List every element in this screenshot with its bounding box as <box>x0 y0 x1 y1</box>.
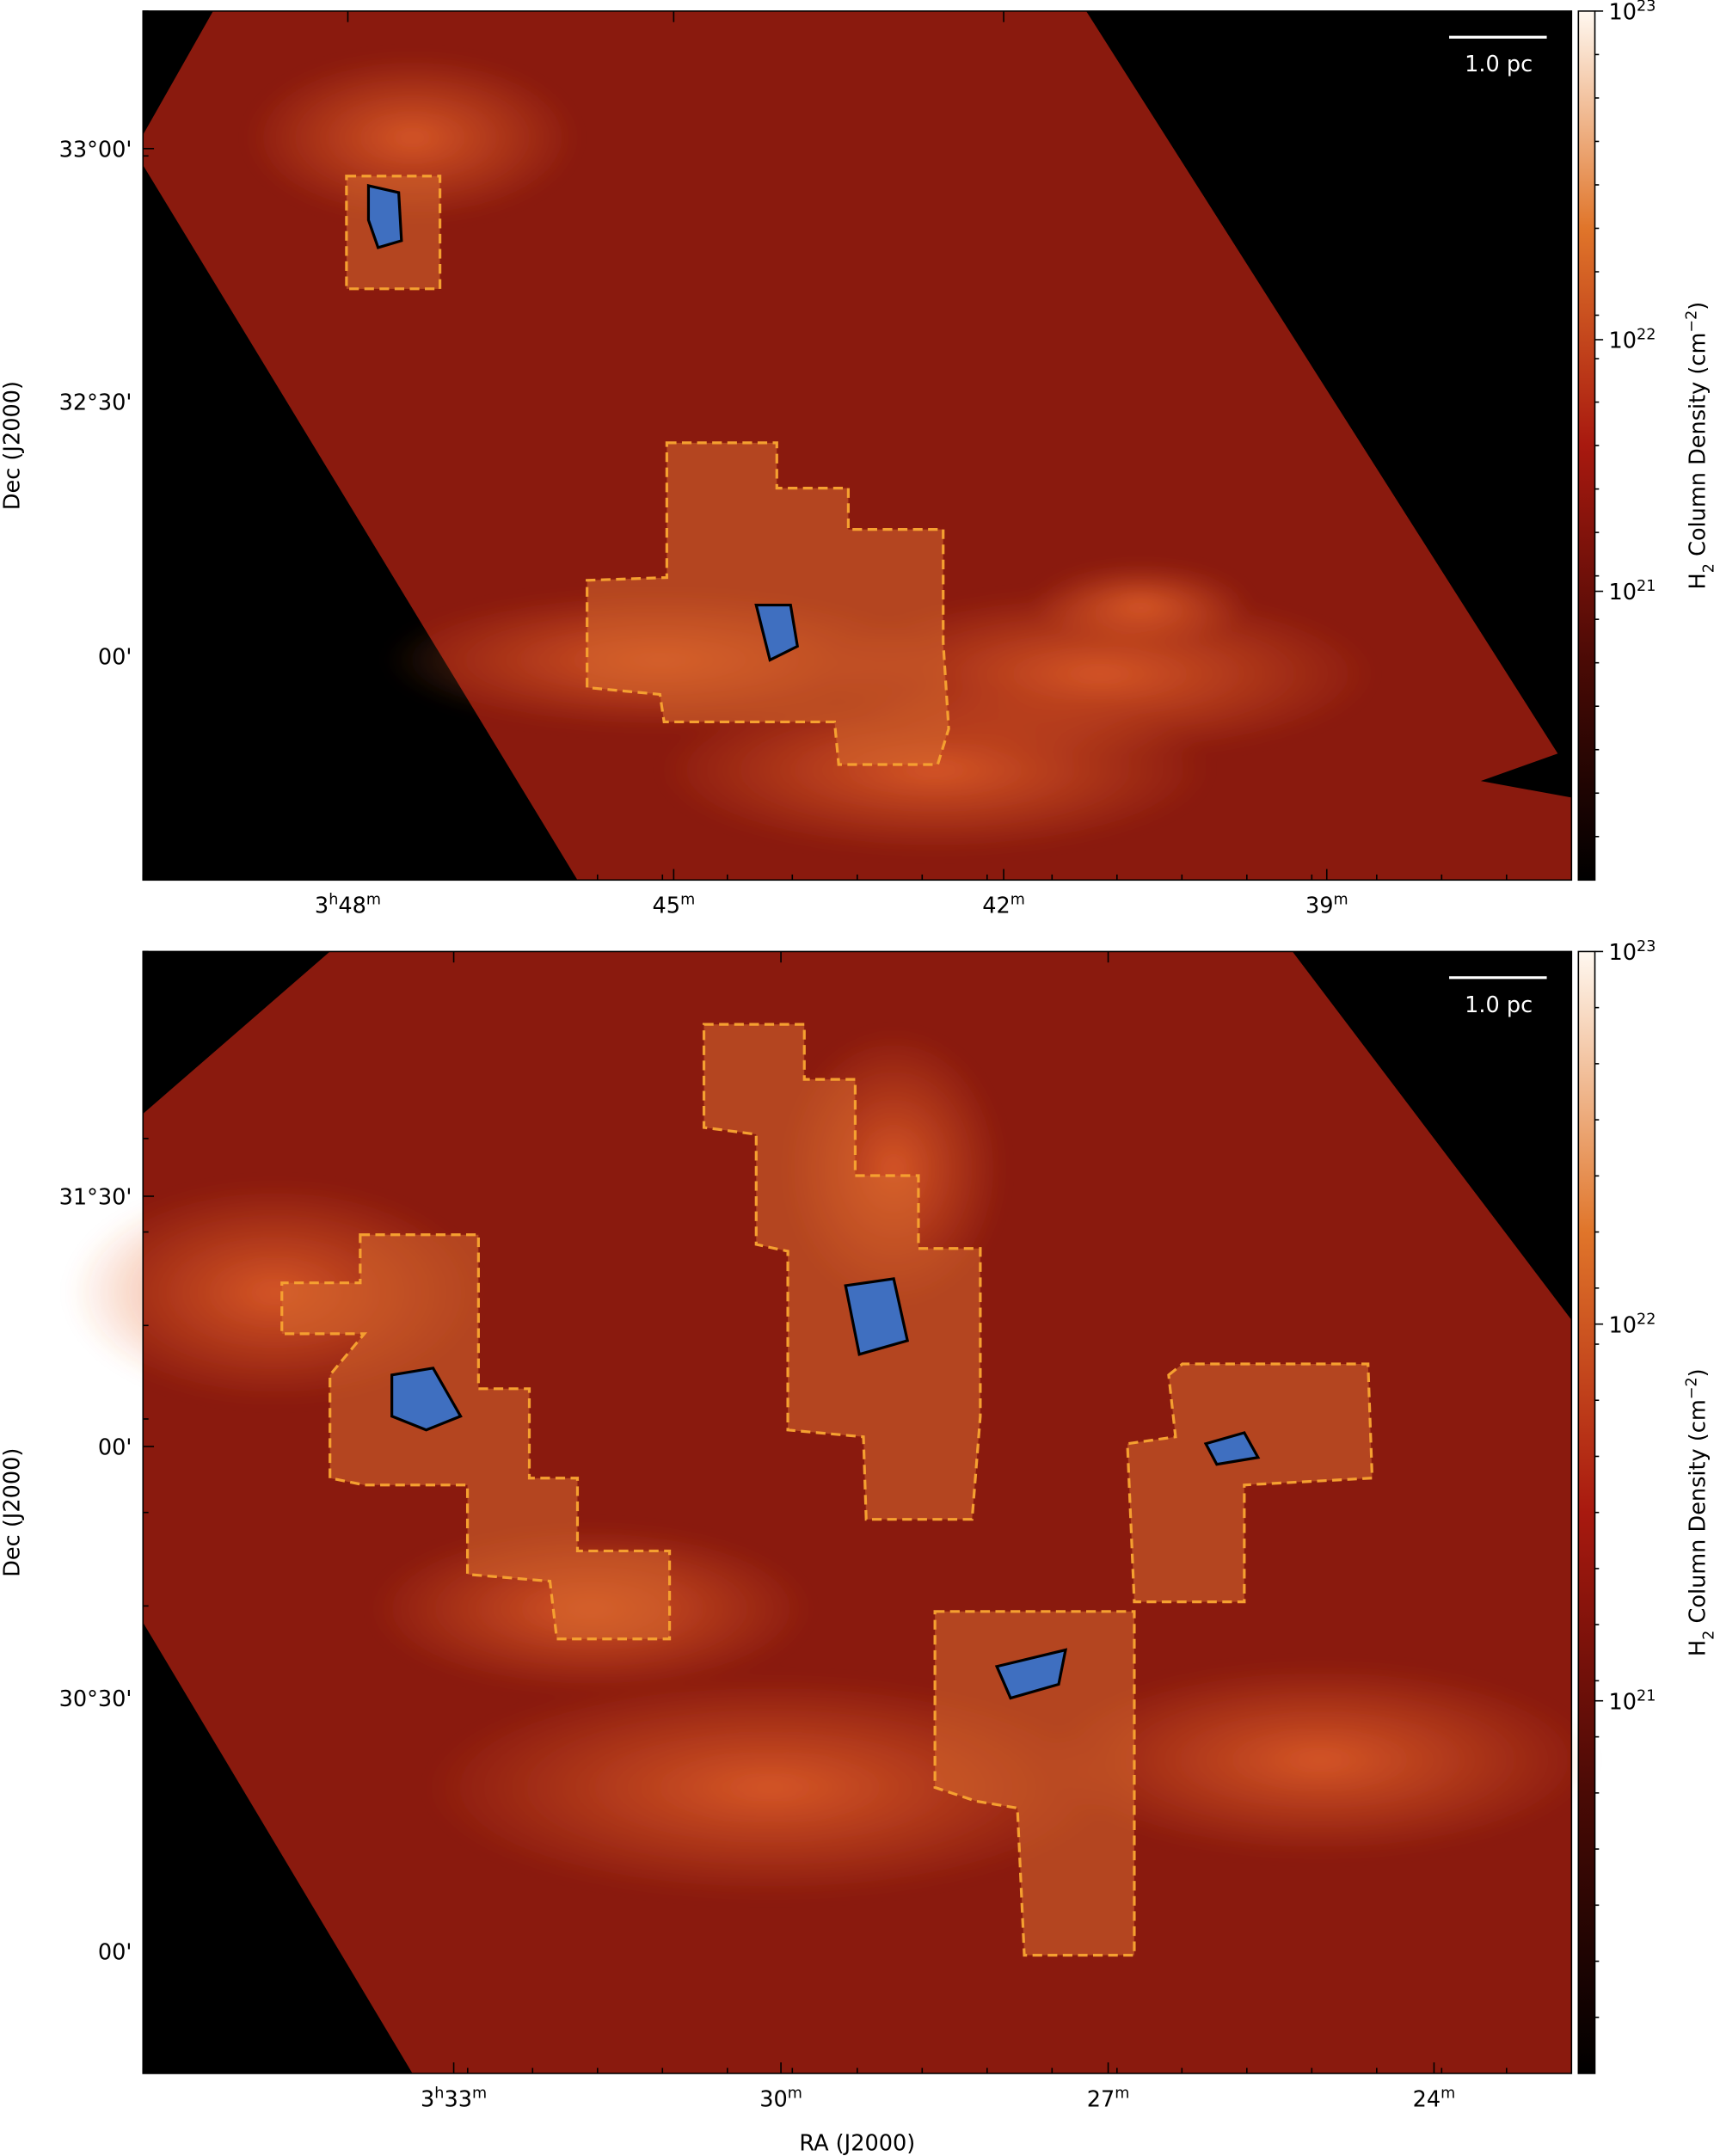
x-tick-label-part: m <box>1440 2085 1455 2102</box>
region-outline <box>280 1233 672 1641</box>
colorbar-label-part: 2 <box>1700 1631 1717 1640</box>
x-tick-label-part: m <box>1333 892 1348 909</box>
x-tick-label-part: 3 <box>315 894 329 919</box>
dense-core <box>366 183 403 249</box>
x-tick-label-part: 24 <box>1413 2086 1441 2112</box>
colorbar-tick-label-part: 10 <box>1609 1689 1637 1715</box>
dense-core <box>754 603 800 662</box>
x-tick-label-part: h <box>434 2085 444 2102</box>
colorbar-label-part: ) <box>1685 1368 1711 1377</box>
x-tick-label-part: 3 <box>421 2086 434 2112</box>
x-tick-label-part: 48 <box>338 894 366 919</box>
x-tick-label: 3h33m <box>421 2085 487 2112</box>
colorbar-tick-label-part: 10 <box>1609 940 1637 966</box>
y-tick-label: 00' <box>98 1435 132 1461</box>
y-tick-label: 30°30' <box>59 1686 132 1712</box>
dense-core <box>844 1277 910 1356</box>
colorbar-tick-label-part: 10 <box>1609 1312 1637 1338</box>
filament-glow <box>1045 1663 1595 1857</box>
x-tick-label: 3h48m <box>315 892 381 919</box>
x-tick-label-part: 33 <box>444 2086 472 2112</box>
colorbar-label-part: −2 <box>1683 1377 1700 1399</box>
colorbar <box>1577 10 1596 881</box>
scale-bar-label: 1.0 pc <box>1465 52 1533 77</box>
filament-glow <box>247 55 578 220</box>
x-tick-label-part: 30 <box>759 2086 788 2112</box>
region-outline <box>586 441 950 766</box>
x-tick-label-part: m <box>472 2085 487 2102</box>
dense-core <box>1203 1431 1261 1466</box>
y-tick-label: 33°00' <box>59 137 132 163</box>
y-tick-label: 31°30' <box>59 1185 132 1211</box>
colorbar-label-part: 2 <box>1700 563 1717 573</box>
colorbar-label: H2 Column Density (cm−2) <box>1683 302 1717 590</box>
scale-bar-label: 1.0 pc <box>1465 992 1533 1018</box>
colorbar-tick-label-part: 10 <box>1609 580 1637 605</box>
colorbar-tick-label: 1021 <box>1609 578 1656 605</box>
x-tick-label: 39m <box>1305 892 1348 919</box>
x-tick-label-part: 27 <box>1087 2086 1115 2112</box>
region-outline <box>702 1023 982 1521</box>
y-tick-label: 32°30' <box>59 390 132 416</box>
colorbar-label-part: H <box>1685 1640 1711 1656</box>
x-tick-label-part: m <box>366 892 381 909</box>
colorbar-label-part: Column Density (cm <box>1685 1399 1711 1630</box>
colorbar-tick-label: 1023 <box>1609 938 1656 966</box>
colorbar-tick-label-part: 21 <box>1637 578 1656 595</box>
x-tick-label: 30m <box>759 2085 802 2112</box>
colorbar-tick-label-part: 10 <box>1609 329 1637 354</box>
y-axis-label: Dec (J2000) <box>0 1448 25 1577</box>
x-tick-label: 24m <box>1413 2085 1456 2112</box>
dense-core <box>994 1648 1068 1700</box>
x-tick-label-part: 45 <box>653 894 681 919</box>
colorbar-label-part: ) <box>1685 302 1711 310</box>
region-outline <box>933 1610 1136 1957</box>
colorbar-label: H2 Column Density (cm−2) <box>1683 1368 1717 1656</box>
colorbar-tick-label-part: 23 <box>1637 0 1656 15</box>
x-tick-label-part: m <box>680 892 695 909</box>
colorbar-label-part: −2 <box>1683 310 1700 333</box>
filament-glow <box>660 687 1210 853</box>
clump-fill <box>703 1024 980 1520</box>
x-tick-label: 45m <box>653 892 696 919</box>
colorbar-label-part: H <box>1685 573 1711 589</box>
region-outline <box>1126 1362 1374 1604</box>
x-tick-label: 27m <box>1087 2085 1130 2112</box>
x-tick-label-part: m <box>788 2085 802 2102</box>
x-tick-label-part: m <box>1115 2085 1129 2102</box>
dense-core <box>390 1367 463 1432</box>
colorbar-tick-label-part: 22 <box>1637 327 1656 344</box>
x-tick-label-part: m <box>1010 892 1025 909</box>
colorbar-tick-label-part: 23 <box>1637 938 1656 955</box>
x-tick-label-part: h <box>329 892 338 909</box>
x-tick-label-part: 39 <box>1305 894 1334 919</box>
colorbar-tick-label: 1022 <box>1609 1311 1656 1338</box>
clump-fill <box>281 1234 670 1639</box>
clump-fill <box>935 1611 1134 1956</box>
y-tick-label: 00' <box>98 644 132 670</box>
colorbar <box>1577 950 1596 2074</box>
y-axis-label: Dec (J2000) <box>0 381 25 510</box>
colorbar-tick-label-part: 21 <box>1637 1687 1656 1705</box>
region-outline <box>345 175 442 291</box>
colorbar-tick-label: 1022 <box>1609 327 1656 354</box>
clump-fill <box>1127 1364 1373 1602</box>
map-features <box>247 55 1375 853</box>
y-tick-label: 00' <box>98 1939 132 1965</box>
colorbar-tick-label-part: 10 <box>1609 0 1637 25</box>
colorbar-label-part: Column Density (cm <box>1685 333 1711 563</box>
x-axis-label: RA (J2000) <box>799 2131 915 2156</box>
x-tick-label-part: 42 <box>982 894 1010 919</box>
colorbar-tick-label-part: 22 <box>1637 1311 1656 1328</box>
colorbar-tick-label: 1023 <box>1609 0 1656 25</box>
x-tick-label: 42m <box>982 892 1025 919</box>
filament-glow <box>1031 563 1251 647</box>
colorbar-tick-label: 1021 <box>1609 1687 1656 1715</box>
map-features <box>68 1031 1595 1898</box>
